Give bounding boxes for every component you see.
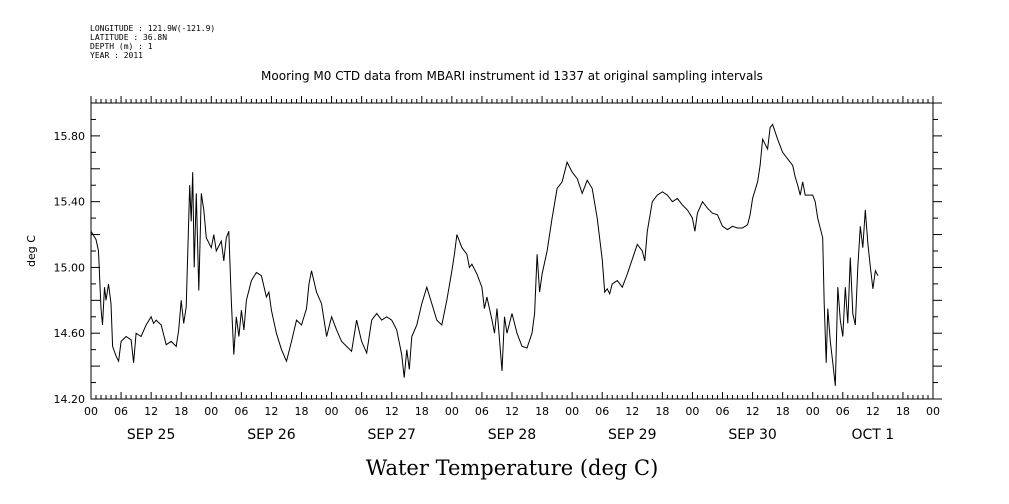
x-tick-label: 18	[174, 405, 188, 418]
y-tick-label: 15.40	[54, 196, 86, 209]
x-tick-label: 00	[204, 405, 218, 418]
x-tick-label: 18	[776, 405, 790, 418]
x-tick-label: 18	[535, 405, 549, 418]
chart-title: Mooring M0 CTD data from MBARI instrumen…	[261, 69, 763, 83]
x-tick-labels: 00 06 12 18 00 06 12 18 00 06 12 18 00 06 12 18 00 06 12 18…	[84, 405, 940, 418]
day-label: OCT 1	[851, 427, 894, 443]
x-axis-label: Water Temperature (deg C)	[366, 456, 659, 480]
day-label: SEP 27	[367, 427, 415, 443]
x-tick-label: 06	[836, 405, 850, 418]
meta-line: DEPTH (m) : 1	[90, 42, 153, 51]
x-tick-label: 12	[385, 405, 399, 418]
meta-line: YEAR : 2011	[90, 51, 143, 60]
x-tick-label: 06	[716, 405, 730, 418]
y-tick-label: 14.20	[54, 393, 86, 406]
x-tick-label: 00	[445, 405, 459, 418]
temperature-series-line	[90, 123, 879, 386]
x-tick-label: 00	[325, 405, 339, 418]
x-tick-label: 18	[295, 405, 309, 418]
y-tick-label: 15.80	[54, 130, 86, 143]
day-label: SEP 29	[608, 427, 656, 443]
x-tick-label: 18	[896, 405, 910, 418]
x-tick-label: 12	[505, 405, 519, 418]
metadata-block: LONGITUDE : 121.9W(-121.9) LATITUDE : 36…	[90, 24, 215, 60]
day-label: SEP 25	[127, 427, 175, 443]
x-tick-label: 00	[84, 405, 98, 418]
x-tick-label: 18	[415, 405, 429, 418]
y-tick-label: 15.00	[54, 261, 86, 274]
meta-line: LONGITUDE : 121.9W(-121.9)	[90, 24, 215, 33]
y-tick-label: 14.60	[54, 327, 86, 340]
y-axis-label: deg C	[25, 235, 38, 267]
x-tick-label: 06	[234, 405, 248, 418]
x-tick-label: 06	[114, 405, 128, 418]
day-label: SEP 28	[488, 427, 536, 443]
x-tick-label: 00	[565, 405, 579, 418]
y-tick-labels: 14.20 14.60 15.00 15.40 15.80	[54, 130, 86, 406]
x-tick-label: 00	[685, 405, 699, 418]
x-tick-label: 00	[926, 405, 940, 418]
x-tick-label: 18	[655, 405, 669, 418]
x-tick-label: 12	[264, 405, 278, 418]
day-label: SEP 30	[728, 427, 776, 443]
x-tick-label: 06	[595, 405, 609, 418]
day-label: SEP 26	[247, 427, 296, 443]
x-tick-label: 12	[625, 405, 639, 418]
x-tick-label: 12	[866, 405, 880, 418]
meta-line: LATITUDE : 36.8N	[90, 33, 167, 42]
axis-ticks	[90, 96, 942, 400]
day-labels: SEP 25 SEP 26 SEP 27 SEP 28 SEP 29 SEP 30 OCT …	[127, 427, 894, 443]
plot-frame	[90, 102, 934, 400]
x-tick-label: 12	[746, 405, 760, 418]
x-tick-label: 06	[475, 405, 489, 418]
x-tick-label: 00	[806, 405, 820, 418]
x-tick-label: 06	[355, 405, 369, 418]
x-tick-label: 12	[144, 405, 158, 418]
